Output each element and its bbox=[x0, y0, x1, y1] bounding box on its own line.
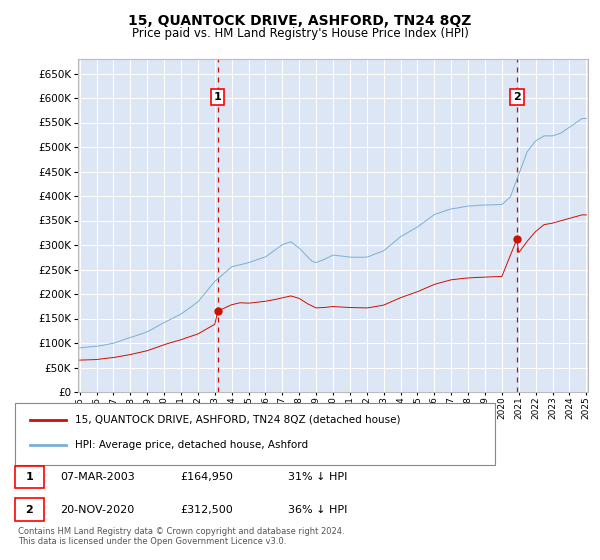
Text: 2: 2 bbox=[513, 92, 521, 102]
Text: Contains HM Land Registry data © Crown copyright and database right 2024.
This d: Contains HM Land Registry data © Crown c… bbox=[18, 526, 344, 546]
Text: 36% ↓ HPI: 36% ↓ HPI bbox=[288, 505, 347, 515]
Text: 15, QUANTOCK DRIVE, ASHFORD, TN24 8QZ (detached house): 15, QUANTOCK DRIVE, ASHFORD, TN24 8QZ (d… bbox=[75, 415, 401, 425]
Text: Price paid vs. HM Land Registry's House Price Index (HPI): Price paid vs. HM Land Registry's House … bbox=[131, 27, 469, 40]
Text: £312,500: £312,500 bbox=[180, 505, 233, 515]
Text: £164,950: £164,950 bbox=[180, 472, 233, 482]
Text: 2: 2 bbox=[26, 505, 33, 515]
Text: 1: 1 bbox=[214, 92, 222, 102]
Text: 1: 1 bbox=[26, 472, 33, 482]
Text: 20-NOV-2020: 20-NOV-2020 bbox=[60, 505, 134, 515]
Text: HPI: Average price, detached house, Ashford: HPI: Average price, detached house, Ashf… bbox=[75, 440, 308, 450]
Text: 07-MAR-2003: 07-MAR-2003 bbox=[60, 472, 135, 482]
Text: 31% ↓ HPI: 31% ↓ HPI bbox=[288, 472, 347, 482]
Text: 15, QUANTOCK DRIVE, ASHFORD, TN24 8QZ: 15, QUANTOCK DRIVE, ASHFORD, TN24 8QZ bbox=[128, 14, 472, 28]
